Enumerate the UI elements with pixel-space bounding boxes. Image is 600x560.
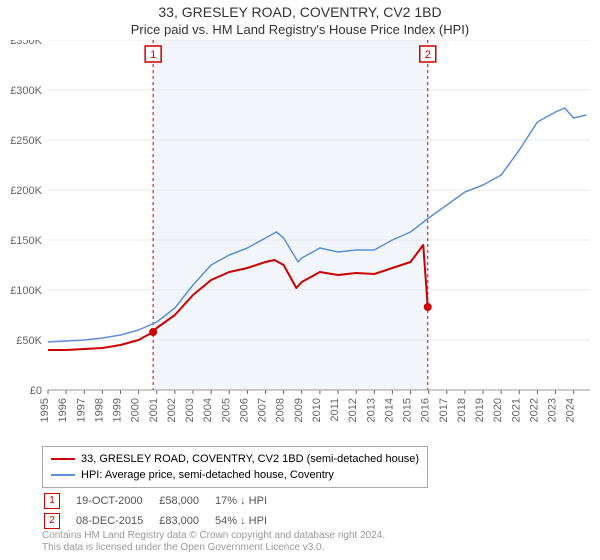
svg-text:£100K: £100K — [10, 285, 42, 297]
svg-text:2019: 2019 — [474, 398, 486, 422]
svg-text:2003: 2003 — [184, 398, 196, 422]
svg-text:2006: 2006 — [238, 398, 250, 422]
chart-subtitle: Price paid vs. HM Land Registry's House … — [0, 22, 600, 37]
svg-text:1: 1 — [150, 49, 156, 61]
svg-text:2020: 2020 — [492, 398, 504, 422]
footnote-line: Contains HM Land Registry data © Crown c… — [42, 530, 385, 542]
legend-label: HPI: Average price, semi-detached house,… — [81, 469, 334, 481]
marker-chip: 1 — [44, 493, 60, 509]
svg-text:1999: 1999 — [112, 398, 124, 422]
svg-text:2: 2 — [425, 49, 431, 61]
chart-area: £0 £50K £100K £150K £200K £250K £300K £350K 1995… — [0, 40, 600, 440]
svg-text:2009: 2009 — [293, 398, 305, 422]
legend-item: 33, GRESLEY ROAD, COVENTRY, CV2 1BD (sem… — [51, 451, 419, 467]
svg-text:2016: 2016 — [420, 398, 432, 422]
svg-text:2004: 2004 — [202, 398, 214, 422]
svg-text:2024: 2024 — [565, 398, 577, 422]
svg-text:£300K: £300K — [10, 85, 42, 97]
svg-text:2023: 2023 — [547, 398, 559, 422]
svg-text:2012: 2012 — [347, 398, 359, 422]
svg-text:2018: 2018 — [456, 398, 468, 422]
legend-item: HPI: Average price, semi-detached house,… — [51, 467, 419, 483]
svg-text:1995: 1995 — [39, 398, 51, 422]
svg-text:1996: 1996 — [57, 398, 69, 422]
svg-text:2007: 2007 — [257, 398, 269, 422]
svg-text:2000: 2000 — [130, 398, 142, 422]
tx-date: 08-DEC-2015 — [76, 512, 157, 530]
footnote-line: This data is licensed under the Open Gov… — [42, 542, 385, 554]
legend-label: 33, GRESLEY ROAD, COVENTRY, CV2 1BD (sem… — [81, 453, 419, 465]
tx-delta: 17% ↓ HPI — [215, 492, 281, 510]
table-row: 2 08-DEC-2015 £83,000 54% ↓ HPI — [44, 512, 281, 530]
chart-title: 33, GRESLEY ROAD, COVENTRY, CV2 1BD — [0, 4, 600, 20]
tx-date: 19-OCT-2000 — [76, 492, 157, 510]
svg-text:£250K: £250K — [10, 135, 42, 147]
svg-text:2022: 2022 — [528, 398, 540, 422]
table-row: 1 19-OCT-2000 £58,000 17% ↓ HPI — [44, 492, 281, 510]
transactions-table: 1 19-OCT-2000 £58,000 17% ↓ HPI 2 08-DEC… — [42, 490, 283, 532]
marker-chip: 2 — [44, 513, 60, 529]
svg-text:2005: 2005 — [220, 398, 232, 422]
svg-text:2013: 2013 — [365, 398, 377, 422]
svg-text:2014: 2014 — [383, 398, 395, 422]
tx-price: £58,000 — [159, 492, 213, 510]
svg-text:£350K: £350K — [10, 40, 42, 47]
svg-text:2001: 2001 — [148, 398, 160, 422]
svg-text:2008: 2008 — [275, 398, 287, 422]
svg-text:1998: 1998 — [93, 398, 105, 422]
svg-text:2011: 2011 — [329, 398, 341, 422]
tx-price: £83,000 — [159, 512, 213, 530]
svg-text:£150K: £150K — [10, 235, 42, 247]
svg-text:2017: 2017 — [438, 398, 450, 422]
svg-text:2021: 2021 — [510, 398, 522, 422]
svg-text:£50K: £50K — [16, 335, 42, 347]
tx-delta: 54% ↓ HPI — [215, 512, 281, 530]
legend-swatch — [51, 474, 75, 476]
legend: 33, GRESLEY ROAD, COVENTRY, CV2 1BD (sem… — [42, 446, 428, 488]
svg-text:2002: 2002 — [166, 398, 178, 422]
svg-text:2015: 2015 — [402, 398, 414, 422]
chart-svg: £0 £50K £100K £150K £200K £250K £300K £350K 1995… — [0, 40, 600, 440]
legend-swatch — [51, 458, 75, 460]
svg-text:2010: 2010 — [311, 398, 323, 422]
footnote: Contains HM Land Registry data © Crown c… — [42, 530, 385, 554]
svg-text:£0: £0 — [30, 385, 42, 397]
svg-text:1997: 1997 — [75, 398, 87, 422]
svg-text:£200K: £200K — [10, 185, 42, 197]
